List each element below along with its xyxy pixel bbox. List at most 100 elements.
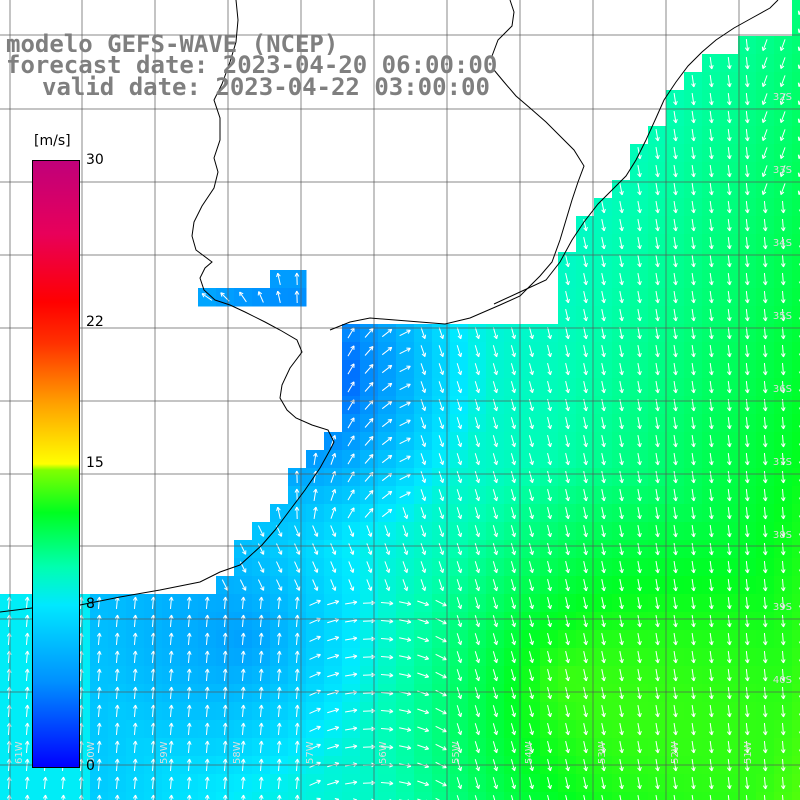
wind-arrow [257,291,264,303]
wind-arrow [726,200,732,214]
wind-cell [342,792,361,800]
wind-arrow [673,92,678,106]
lat-label: 34S [773,238,792,249]
wind-arrow [744,236,750,250]
wind-arrow [709,272,714,286]
wind-arrow [779,75,786,88]
wind-arrow [637,165,642,178]
wind-arrow [726,56,732,70]
wind-arrow [601,237,606,250]
wind-arrow [583,255,588,268]
wind-arrow [726,290,732,304]
wind-arrow [201,293,213,301]
wind-arrow [673,218,678,232]
wind-arrow [399,329,411,337]
colorbar-tick-label: 8 [86,596,95,613]
wind-cell [576,792,595,800]
wind-arrow [655,201,660,214]
wind-arrow [691,254,696,268]
wind-cell [378,792,397,800]
lat-label: 40S [773,675,792,686]
wind-arrow [619,255,624,268]
wind-arrow [726,92,732,106]
wind-cell [738,792,757,800]
wind-arrow [761,93,768,106]
wind-cell [558,792,577,800]
wind-arrow [744,56,750,70]
wind-arrow [744,182,750,196]
wind-arrow [709,56,714,70]
wind-arrow [709,92,714,106]
wind-arrow [744,290,750,304]
wind-arrow [780,236,786,250]
wind-arrow [637,309,642,322]
wind-arrow [709,110,714,124]
wind-arrow [673,272,678,286]
wind-arrow [709,254,714,268]
wind-arrow [619,183,624,196]
lon-label: 59W [159,741,170,764]
wind-arrow [726,146,732,160]
lat-label: 35S [773,311,792,322]
wind-cell [414,792,433,800]
wind-arrow [637,183,642,196]
wind-arrow [709,128,714,142]
wind-cell [450,792,469,800]
wind-cell [792,378,800,397]
wind-arrow [673,254,678,268]
wind-arrow [294,272,300,286]
wind-arrow [779,147,786,160]
wind-arrow [492,327,499,340]
lon-label: 56W [378,741,389,764]
wind-arrow [709,164,714,178]
wind-arrow [709,308,714,322]
lat-label: 32S [773,92,792,103]
wind-arrow [691,218,696,232]
wind-cell [792,612,800,631]
colorbar-tick-label: 0 [86,758,95,774]
wind-arrow [565,255,570,268]
lon-label: 51W [743,741,754,764]
wind-cell [792,72,800,91]
wind-arrow [780,272,786,286]
wind-cell [630,792,649,800]
wind-arrow [438,327,445,340]
wind-cell [792,486,800,505]
wind-cell [792,90,800,109]
wind-arrow [762,218,768,232]
wind-arrow [744,254,750,268]
wind-cell [540,792,559,800]
wind-cell [792,360,800,379]
wind-cell [432,792,451,800]
wind-arrow [744,38,750,52]
wind-cell [792,306,800,325]
wind-arrow [583,309,588,322]
wind-arrow [780,200,786,214]
lon-label: 58W [232,741,243,764]
wind-arrow [673,290,678,304]
wind-cell [756,792,775,800]
wind-arrow [744,92,750,106]
wind-arrow [510,327,516,340]
wind-arrow [619,219,624,232]
wind-cell [774,792,793,800]
wind-arrow [601,327,606,340]
wind-arrow [619,201,624,214]
wind-arrow [655,309,660,322]
wind-cell [792,594,800,613]
wind-arrow [565,273,570,286]
wind-arrow [779,111,786,124]
wind-cell [792,234,800,253]
wind-arrow [691,272,696,286]
wind-cell [486,792,505,800]
wind-arrow [779,57,786,70]
wind-cell [792,450,800,469]
wind-cell [792,576,800,595]
wind-cell [792,666,800,685]
wind-arrow [565,309,570,322]
wind-cell [792,792,800,800]
wind-cell [666,792,685,800]
wind-arrow [691,182,696,196]
